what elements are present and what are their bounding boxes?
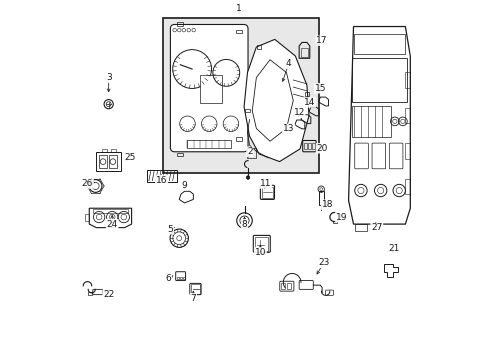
Text: 4: 4 (285, 59, 291, 68)
Text: 10: 10 (254, 248, 265, 257)
Bar (147, 171, 177, 182)
Text: 12: 12 (293, 108, 304, 117)
Bar (405, 143, 409, 159)
Text: 27: 27 (370, 223, 382, 232)
Bar (311, 143, 314, 149)
Bar (99, 155, 107, 168)
Bar (87, 292, 92, 295)
Bar (405, 179, 409, 194)
Text: 26: 26 (81, 179, 93, 188)
Text: 23: 23 (318, 258, 329, 267)
Text: 3: 3 (105, 73, 111, 82)
Bar (96, 152, 121, 171)
Text: 24: 24 (106, 220, 118, 229)
Polygon shape (244, 39, 308, 162)
Bar (177, 22, 182, 26)
Bar (93, 208, 128, 213)
Text: 5: 5 (167, 225, 173, 234)
Bar (183, 277, 184, 279)
Bar (281, 283, 285, 289)
Bar (286, 283, 291, 289)
Text: 15: 15 (314, 84, 325, 93)
Text: 17: 17 (316, 36, 327, 45)
Bar (353, 35, 405, 54)
Bar (255, 237, 268, 251)
Text: 1: 1 (236, 4, 242, 13)
Bar (257, 45, 261, 49)
Bar (405, 72, 409, 88)
Text: 11: 11 (260, 179, 271, 188)
Bar (245, 109, 249, 112)
Text: 21: 21 (388, 244, 399, 253)
Bar (235, 30, 241, 33)
Text: 9: 9 (181, 181, 187, 190)
Bar (304, 93, 308, 96)
Bar (177, 153, 182, 156)
Text: 19: 19 (335, 212, 346, 221)
Text: 25: 25 (124, 153, 135, 162)
Bar (163, 18, 318, 173)
Bar (177, 277, 179, 279)
Bar (247, 148, 255, 158)
Text: 16: 16 (156, 176, 167, 185)
Circle shape (246, 176, 249, 179)
Text: 22: 22 (103, 290, 114, 299)
Bar (85, 214, 89, 221)
Bar (351, 58, 406, 102)
Bar (109, 155, 117, 168)
Bar (300, 48, 308, 57)
Text: 8: 8 (241, 220, 247, 229)
Bar (261, 187, 272, 198)
Text: 18: 18 (321, 200, 332, 209)
Text: 2: 2 (246, 147, 252, 156)
Bar (200, 75, 221, 103)
Bar (405, 108, 409, 123)
Text: 14: 14 (304, 98, 315, 107)
Bar (307, 143, 310, 149)
Text: 20: 20 (316, 144, 327, 153)
Bar (332, 221, 336, 224)
Bar (190, 284, 200, 294)
Text: 7: 7 (190, 294, 196, 303)
Bar (304, 143, 306, 149)
Bar (180, 277, 182, 279)
Bar (111, 149, 116, 152)
Bar (235, 137, 241, 141)
Bar (187, 140, 230, 148)
Bar (318, 191, 323, 205)
Text: 13: 13 (282, 124, 294, 133)
FancyBboxPatch shape (170, 24, 247, 152)
Text: 6: 6 (165, 274, 171, 283)
Bar (102, 149, 106, 152)
Bar (351, 105, 390, 137)
Circle shape (242, 219, 246, 222)
